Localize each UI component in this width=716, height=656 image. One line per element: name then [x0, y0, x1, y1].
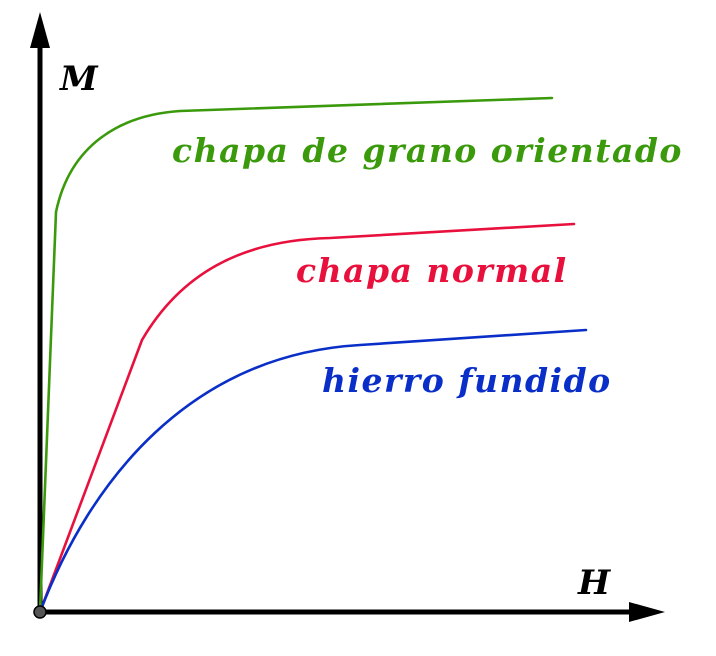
curve-normal-sheet [38, 222, 576, 614]
curve-grain-oriented [38, 96, 554, 614]
y-axis-arrowhead [30, 12, 50, 48]
x-axis-label: H [577, 563, 612, 603]
origin-point [33, 605, 47, 619]
label-normal-sheet: chapa normal [296, 251, 568, 290]
curve-cast-iron [38, 328, 588, 614]
x-axis-arrowhead [629, 602, 665, 622]
label-cast-iron: hierro fundido [322, 361, 612, 400]
label-grain-oriented: chapa de grano orientado [172, 131, 683, 170]
y-axis-label: M [59, 59, 99, 99]
